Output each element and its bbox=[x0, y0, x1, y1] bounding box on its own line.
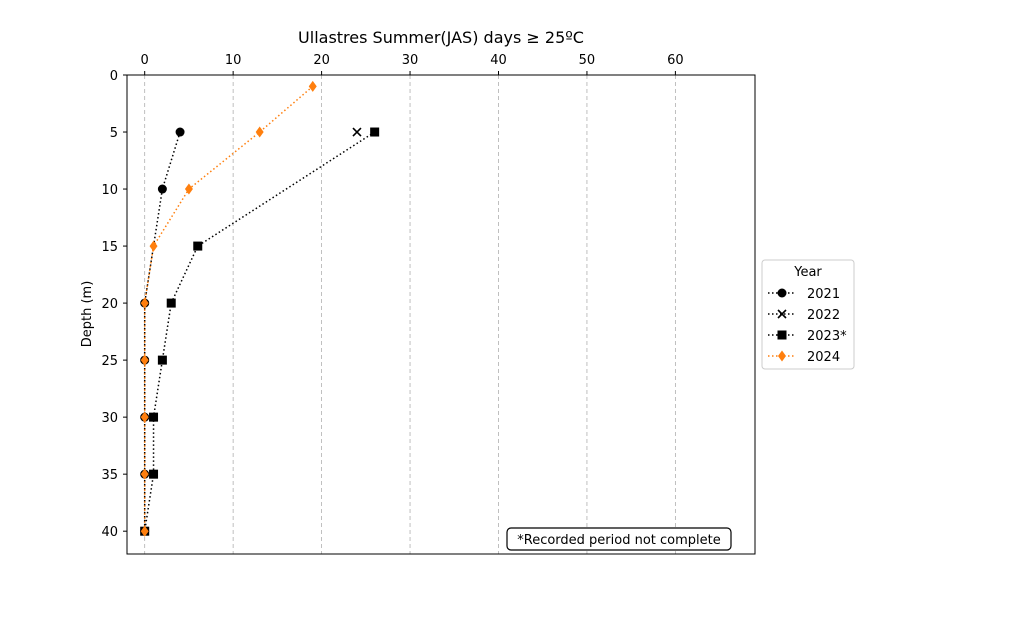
annotation-box: *Recorded period not complete bbox=[506, 527, 732, 551]
data-point bbox=[308, 80, 317, 92]
y-tick-label: 25 bbox=[101, 354, 118, 369]
legend-frame bbox=[761, 259, 855, 370]
y-tick-label: 20 bbox=[101, 297, 118, 312]
legend-marker bbox=[777, 288, 787, 298]
data-point bbox=[140, 525, 149, 537]
x-tick-label: 10 bbox=[225, 53, 242, 68]
data-point bbox=[149, 412, 159, 422]
data-point bbox=[140, 411, 149, 423]
series-layer bbox=[140, 80, 380, 537]
data-point bbox=[352, 127, 362, 137]
legend-label: 2022 bbox=[807, 308, 840, 323]
data-point bbox=[140, 468, 149, 480]
y-tick-label: 0 bbox=[110, 69, 118, 84]
x-tick-label: 40 bbox=[490, 53, 507, 68]
series-2024 bbox=[140, 80, 317, 537]
legend-label: 2024 bbox=[807, 350, 840, 365]
x-tick-label: 0 bbox=[141, 53, 149, 68]
series-2022 bbox=[352, 127, 362, 137]
data-point bbox=[140, 297, 149, 309]
y-axis-label: Depth (m) bbox=[80, 281, 95, 348]
legend-entry: 2022 bbox=[768, 308, 840, 323]
data-point bbox=[184, 183, 193, 195]
legend: Year 2021 2022 2023* 2024 bbox=[761, 259, 855, 370]
y-tick-label: 15 bbox=[101, 240, 118, 255]
legend-entry: 2024 bbox=[768, 350, 840, 365]
data-point bbox=[370, 127, 380, 137]
chart-title: Ullastres Summer(JAS) days ≥ 25ºC bbox=[298, 28, 584, 47]
series-line bbox=[143, 85, 314, 532]
data-point bbox=[255, 126, 264, 138]
legend-title: Year bbox=[793, 265, 822, 280]
x-tick-label: 60 bbox=[667, 53, 684, 68]
legend-entry: 2023* bbox=[768, 329, 847, 344]
legend-marker bbox=[777, 330, 787, 340]
y-tick-label: 35 bbox=[101, 468, 118, 483]
legend-entry: 2021 bbox=[768, 287, 840, 302]
data-point bbox=[157, 355, 167, 365]
y-tick-label: 30 bbox=[101, 411, 118, 426]
y-axis: 0 5 10 15 20 25 30 35 40 bbox=[101, 69, 127, 540]
y-tick-label: 40 bbox=[101, 525, 118, 540]
x-tick-label: 50 bbox=[579, 53, 596, 68]
legend-label: 2021 bbox=[807, 287, 840, 302]
y-tick-label: 5 bbox=[110, 126, 118, 141]
x-tick-label: 30 bbox=[402, 53, 419, 68]
data-point bbox=[175, 127, 185, 137]
data-point bbox=[140, 354, 149, 366]
series-2023 bbox=[140, 127, 380, 536]
legend-marker bbox=[778, 350, 786, 362]
legend-marker bbox=[777, 309, 787, 319]
data-point bbox=[193, 241, 203, 251]
x-axis: 0 10 20 30 40 50 60 bbox=[141, 53, 684, 75]
data-point bbox=[149, 469, 159, 479]
legend-label: 2023* bbox=[807, 329, 847, 344]
data-point bbox=[149, 240, 158, 252]
plot-frame bbox=[126, 74, 756, 555]
data-point bbox=[166, 298, 176, 308]
y-tick-label: 10 bbox=[101, 183, 118, 198]
grid bbox=[144, 75, 676, 554]
annotation-text: *Recorded period not complete bbox=[517, 533, 721, 548]
data-point bbox=[157, 184, 167, 194]
series-line bbox=[143, 131, 376, 532]
x-tick-label: 20 bbox=[313, 53, 330, 68]
